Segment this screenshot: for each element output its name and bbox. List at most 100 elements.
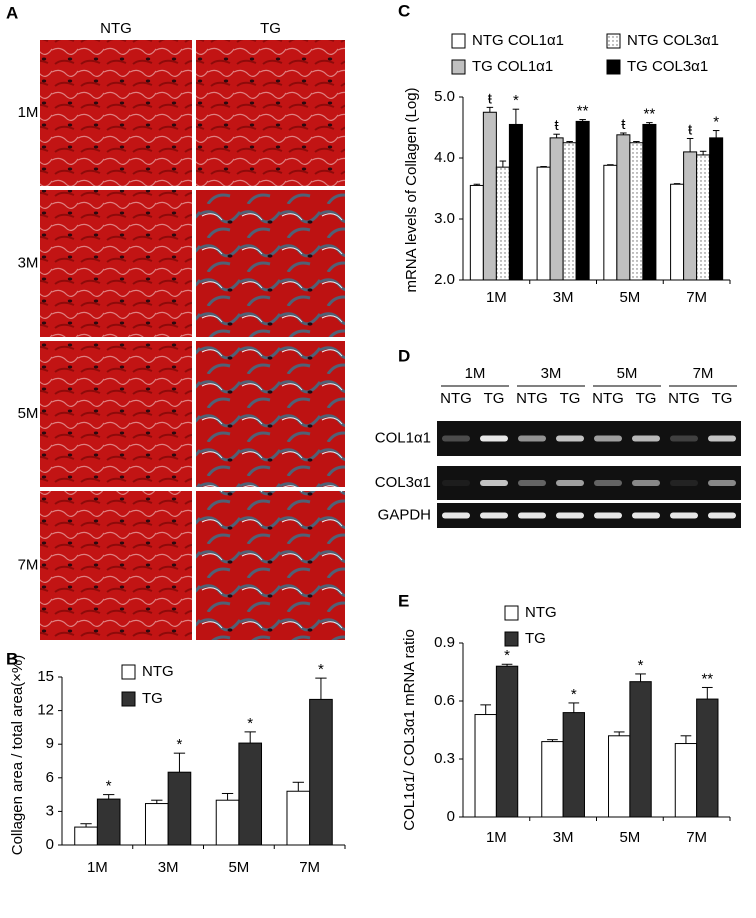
significance-mark: * bbox=[513, 92, 519, 109]
legend-label: NTG COL1α1 bbox=[472, 32, 564, 49]
significance-mark: * bbox=[247, 715, 253, 732]
gel-band bbox=[442, 512, 470, 519]
x-tick-label: 5M bbox=[619, 829, 640, 846]
error-bar bbox=[701, 686, 713, 700]
row-label: GAPDH bbox=[378, 506, 431, 523]
group-label: 7M bbox=[693, 365, 714, 382]
error-bar bbox=[501, 663, 513, 667]
gel-band bbox=[480, 435, 508, 442]
significance-mark: ŧ bbox=[688, 121, 693, 138]
legend-swatch bbox=[606, 33, 621, 49]
lane-label: TG bbox=[484, 390, 505, 407]
error-bar bbox=[80, 823, 92, 828]
y-tick-label: 2.0 bbox=[434, 271, 455, 288]
x-tick-label: 3M bbox=[158, 859, 179, 876]
error-bar bbox=[686, 137, 694, 152]
gel-band bbox=[518, 480, 546, 486]
bar bbox=[629, 681, 652, 818]
bar bbox=[709, 137, 724, 281]
error-bar bbox=[540, 166, 547, 168]
row-label: 7M bbox=[18, 556, 39, 573]
error-bar bbox=[673, 183, 681, 185]
legend-swatch bbox=[504, 631, 519, 647]
error-bar bbox=[699, 150, 707, 155]
gel-band bbox=[442, 435, 470, 442]
significance-mark: * bbox=[504, 647, 510, 664]
bar bbox=[541, 741, 564, 818]
gel-band bbox=[518, 512, 546, 519]
bar bbox=[495, 166, 510, 281]
significance-mark: ŧ bbox=[621, 116, 626, 133]
bar bbox=[309, 698, 333, 846]
lane-label: NTG bbox=[668, 390, 700, 407]
error-bar bbox=[712, 130, 720, 138]
group-label: 5M bbox=[617, 365, 638, 382]
significance-mark: ŧ bbox=[488, 90, 493, 107]
gel-band bbox=[556, 512, 584, 519]
error-bar bbox=[499, 160, 507, 168]
legend-label: TG COL1α1 bbox=[472, 58, 553, 75]
bar bbox=[96, 798, 121, 846]
y-tick-label: 12 bbox=[37, 702, 54, 719]
error-bar bbox=[579, 119, 586, 122]
lane-label: NTG bbox=[440, 390, 472, 407]
bar bbox=[536, 166, 551, 281]
gel-band bbox=[594, 480, 622, 486]
bar bbox=[670, 183, 685, 281]
error-bar bbox=[244, 731, 256, 744]
x-tick-label: 5M bbox=[228, 859, 249, 876]
bar bbox=[674, 743, 698, 818]
bar bbox=[508, 123, 523, 281]
bar bbox=[74, 826, 98, 846]
legend-swatch bbox=[121, 691, 136, 707]
gel-band bbox=[708, 480, 736, 486]
legend-label: NTG COL3α1 bbox=[627, 32, 719, 49]
legend-swatch bbox=[451, 33, 466, 49]
error-bar bbox=[635, 673, 646, 682]
gel-band bbox=[594, 512, 622, 519]
legend-label: TG COL3α1 bbox=[627, 58, 708, 75]
x-tick-label: 3M bbox=[553, 289, 574, 306]
micrograph bbox=[40, 491, 192, 640]
bar bbox=[482, 111, 497, 281]
legend-label: NTG bbox=[142, 663, 174, 680]
x-tick-label: 3M bbox=[553, 829, 574, 846]
y-tick-label: 0 bbox=[46, 836, 54, 853]
x-tick-label: 1M bbox=[87, 859, 108, 876]
gel-band bbox=[518, 435, 546, 442]
error-bar bbox=[480, 704, 492, 715]
error-bar bbox=[173, 752, 186, 773]
micrograph bbox=[40, 341, 192, 487]
error-bar bbox=[553, 133, 560, 138]
gel-band bbox=[556, 435, 584, 442]
row-label: 5M bbox=[18, 405, 39, 422]
lane-label: TG bbox=[636, 390, 657, 407]
x-tick-label: 7M bbox=[686, 829, 707, 846]
micrograph bbox=[196, 190, 345, 337]
bar bbox=[696, 154, 711, 281]
bar bbox=[616, 134, 631, 281]
bar bbox=[603, 164, 618, 281]
panel-label: B bbox=[6, 649, 18, 668]
y-tick-label: 0.6 bbox=[434, 692, 455, 709]
x-tick-label: 7M bbox=[299, 859, 320, 876]
y-tick-label: 5.0 bbox=[434, 88, 455, 105]
lane-label: TG bbox=[712, 390, 733, 407]
column-label: TG bbox=[260, 20, 281, 37]
y-tick-label: 3 bbox=[46, 802, 54, 819]
error-bar bbox=[633, 141, 640, 143]
error-bar bbox=[613, 731, 625, 736]
error-bar bbox=[151, 799, 163, 804]
x-tick-label: 7M bbox=[686, 289, 707, 306]
significance-mark: * bbox=[638, 657, 644, 674]
significance-mark: * bbox=[318, 661, 324, 678]
bar bbox=[238, 742, 263, 846]
bar bbox=[549, 137, 564, 281]
significance-mark: * bbox=[713, 114, 719, 131]
x-tick-label: 1M bbox=[486, 289, 507, 306]
bar bbox=[575, 120, 590, 281]
lane-label: NTG bbox=[592, 390, 624, 407]
bar bbox=[144, 803, 169, 846]
